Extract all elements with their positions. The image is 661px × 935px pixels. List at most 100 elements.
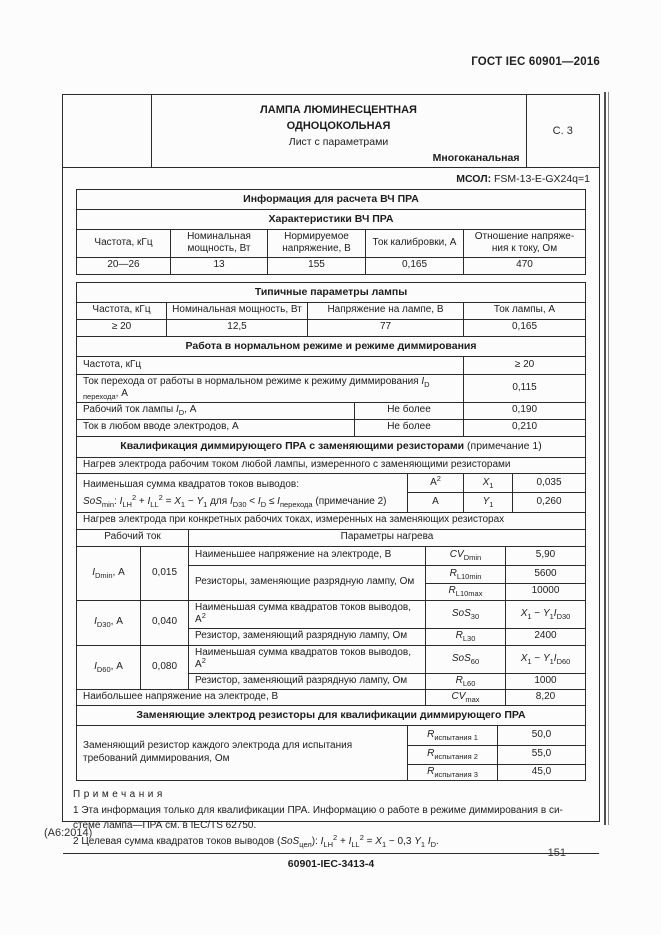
symbol-cell: RL10min (425, 564, 507, 584)
typical-table-title: Типичные параметры лампы (76, 281, 586, 303)
param-desc-cell: Наибольшее напряжение на электроде, В (75, 688, 427, 706)
value-cell: 13 (170, 256, 268, 275)
value-cell: 55,0 (497, 744, 586, 765)
value-cell: 2400 (505, 627, 586, 646)
table-row: Резистор, заменяющий разрядную лампу, Ом… (77, 627, 586, 646)
title-block-center-cell: ЛАМПА ЛЮМИНЕСЦЕНТНАЯ ОДНОЦОКОЛЬНАЯ Лист … (151, 95, 526, 168)
table-row: Наименьшая сумма квадратов токов выводов… (76, 472, 586, 513)
heating-any-label: Нагрев электрода рабочим током любой лам… (76, 456, 586, 474)
table-row: А Y1 0,260 (77, 492, 586, 513)
param-desc-cell: Наименьшая сумма квадратов токов выводов… (188, 599, 427, 629)
symbol-cell: CVDmin (425, 545, 507, 566)
amendment-label: (А6:2014) (44, 827, 93, 839)
value-cell: 10000 (505, 582, 586, 601)
value-cell: 5,90 (505, 545, 586, 566)
symbol-cell: Rиспытания 1 (407, 724, 498, 746)
table-row: Резистор, заменяющий разрядную лампу, Ом… (77, 672, 586, 690)
sos-label: Наименьшая сумма квадратов токов выводов… (83, 478, 299, 490)
row-label: Частота, кГц (76, 355, 464, 375)
symbol-cell: RL30 (425, 627, 507, 646)
table-row: ≥ 20 12,5 77 0,165 (76, 318, 586, 337)
table-row: Ток перехода от работы в нормальном режи… (76, 373, 586, 403)
table-row: Рабочий ток Параметры нагрева (75, 528, 586, 547)
symbol-cell: SoS30 (425, 599, 507, 629)
value-cell: 470 (463, 256, 586, 275)
qualification-table: Квалификация диммирующего ПРА с заменяющ… (76, 435, 586, 530)
header-cell: Ток лампы, А (463, 301, 586, 320)
value-cell: 1000 (505, 672, 586, 690)
unit-cell: А2 (407, 472, 464, 494)
param-desc-cell: Резисторы, заменяющие разрядную лампу, О… (188, 564, 427, 601)
symbol-cell: Rиспытания 2 (407, 744, 498, 765)
table-row: Частота, кГц Номинальная мощность, Вт Но… (76, 228, 586, 258)
value-cell: 77 (307, 318, 464, 337)
sheet-frame: ЛАМПА ЛЮМИНЕСЦЕНТНАЯ ОДНОЦОКОЛЬНАЯ Лист … (62, 94, 600, 870)
row-label: Ток перехода от работы в нормальном режи… (76, 373, 464, 403)
row-label: Рабочий ток лампы ID, А (76, 401, 355, 420)
value-cell: 0,260 (512, 492, 586, 513)
channel-label: Многоканальная (432, 151, 520, 164)
symbol-cell: Rиспытания 3 (407, 763, 498, 781)
column-header: Рабочий ток (75, 528, 190, 547)
page-scan-edge (604, 92, 606, 825)
header-cell: Номинальная мощность, Вт (166, 301, 308, 320)
value-cell: 155 (267, 256, 366, 275)
note-2: 2 Целевая сумма квадратов токов выводов … (73, 832, 439, 849)
param-desc-cell: Наименьшее напряжение на электроде, В (188, 545, 427, 566)
page-number: 151 (547, 847, 566, 859)
table-row: Заменяющий резистор каждого электрода дл… (76, 724, 586, 781)
value-cell: 0,165 (463, 318, 586, 337)
heating-specific-label: Нагрев электрода при конкретных рабочих … (76, 511, 586, 530)
lamp-title-line2: ОДНОЦОКОЛЬНАЯ (286, 119, 391, 132)
header-cell: Напряжение на лампе, В (307, 301, 464, 320)
standard-designation: ГОСТ IEC 60901—2016 (471, 56, 600, 68)
typical-table: Типичные параметры лампы Частота, кГц Но… (76, 281, 586, 337)
dimming-title: Работа в нормальном режиме и режиме димм… (76, 335, 586, 357)
mcol-label: МСОЛ: (456, 172, 492, 185)
table-row: Нагрев электрода рабочим током любой лам… (76, 456, 586, 474)
title-block-blank-cell (63, 95, 152, 168)
value-cell: 8,20 (505, 688, 586, 706)
symbol-cell: Y1 (463, 492, 513, 513)
value-cell: X1 − Y1ID60 (505, 644, 586, 674)
row-label: Ток в любом вводе электродов, А (76, 418, 355, 437)
value-cell: X1 − Y1ID30 (505, 599, 586, 629)
value-cell: 0,115 (463, 373, 586, 403)
page-scan-edge (608, 92, 609, 825)
value-cell: 0,210 (463, 418, 586, 437)
sheet-subtitle: Лист с параметрами (288, 135, 389, 148)
qualifier-cell: Не более (354, 401, 464, 420)
table-row: Rиспытания 3 45,0 (77, 763, 586, 781)
current-symbol-cell: ID60, А (76, 644, 141, 690)
qualifier-cell: Не более (354, 418, 464, 437)
sheet-number: С. 3 (525, 95, 599, 168)
symbol-cell: RL60 (425, 672, 507, 690)
header-cell: Отношение напряже-ния к току, Ом (463, 228, 586, 258)
lamp-title-line1: ЛАМПА ЛЮМИНЕСЦЕНТНАЯ (260, 104, 417, 116)
mcol-value: FSM-13-E-GX24q=1 (494, 172, 590, 185)
table-gap (76, 275, 586, 282)
header-cell: Нормируемое напряжение, В (267, 228, 366, 258)
value-cell: 50,0 (497, 724, 586, 746)
symbol-cell: RL10max (425, 582, 507, 601)
table-row: Частота, кГц ≥ 20 (76, 355, 586, 375)
header-cell: Ток калибровки, А (365, 228, 464, 258)
table-row: ID60, А 0,080 Наименьшая сумма квадратов… (76, 644, 586, 690)
param-desc-cell: Наименьшая сумма квадратов токов выводов… (188, 644, 427, 674)
sos-formula-cell: Наименьшая сумма квадратов токов выводов… (76, 472, 408, 513)
symbol-cell: X1 (463, 472, 513, 494)
value-cell: 20—26 (76, 256, 171, 275)
param-desc-cell: Резистор, заменяющий разрядную лампу, Ом (188, 627, 427, 646)
table-row: Ток в любом вводе электродов, А Не более… (76, 418, 586, 437)
notes-block: Примечания 1 Эта информация только для к… (63, 781, 599, 853)
title-block: ЛАМПА ЛЮМИНЕСЦЕНТНАЯ ОДНОЦОКОЛЬНАЯ Лист … (63, 95, 599, 168)
symbol-cell: SoS60 (425, 644, 507, 674)
dimming-table: Работа в нормальном режиме и режиме димм… (76, 335, 586, 437)
current-value-cell: 0,040 (139, 599, 190, 646)
info-table: Информация для расчета ВЧ ПРА Характерис… (76, 188, 586, 275)
table-row: ID30, А 0,040 Наименьшая сумма квадратов… (76, 599, 586, 646)
table-row: Информация для расчета ВЧ ПРА (76, 188, 586, 210)
note-1: 1 Эта информация только для квалификации… (73, 804, 563, 831)
value-cell: ≥ 20 (76, 318, 167, 337)
header-cell: Частота, кГц (76, 301, 167, 320)
